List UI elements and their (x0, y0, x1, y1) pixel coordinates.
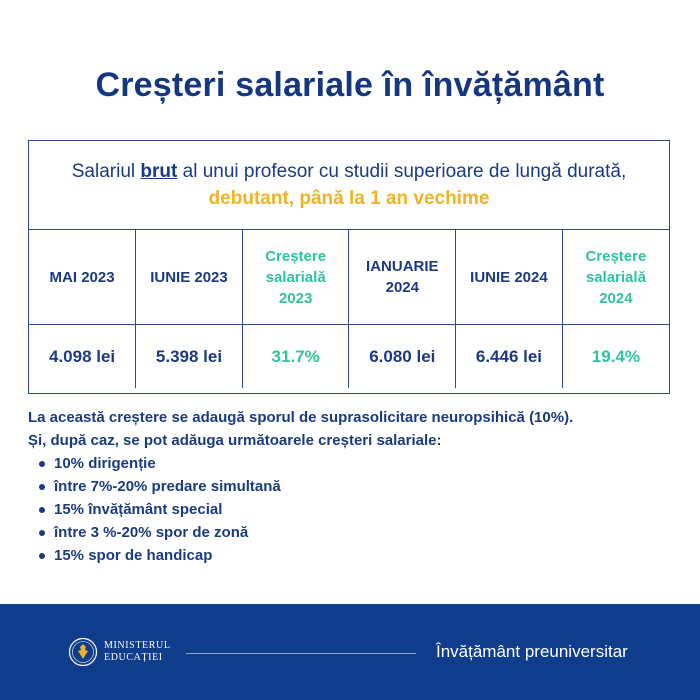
notes-section: La această creștere se adaugă sporul de … (28, 406, 668, 567)
list-item: 10% dirigenție (39, 452, 668, 475)
table-value-cell: 19.4% (561, 324, 669, 388)
table-header-cell: IANUARIE 2024 (348, 230, 456, 325)
list-item: 15% învățământ special (39, 498, 668, 521)
heading-brut: brut (140, 161, 178, 182)
table-value-cell: 6.080 lei (348, 324, 456, 388)
ministry-line-1: MINISTERUL (104, 640, 171, 651)
table-header-cell: IUNIE 2024 (455, 230, 563, 325)
table-value-cell: 6.446 lei (455, 324, 563, 388)
footer-tagline: Învățământ preuniversitar (436, 642, 628, 661)
salary-card: Salariul brut al unui profesor cu studii… (28, 140, 670, 394)
notes-line-1-text: La această creștere se adaugă (28, 409, 249, 426)
table-value-cell: 5.398 lei (135, 324, 243, 388)
table-value-cell: 4.098 lei (48, 346, 116, 366)
table-header-cell: Creștere salarială 2023 (241, 230, 349, 325)
salary-table: MAI 2023 IUNIE 2023 Creștere salarială 2… (29, 230, 669, 388)
table-value-row: 4.098 lei 5.398 lei 31.7% 6.080 lei 6.44… (29, 324, 669, 388)
ministry-line-2: EDUCAȚIEI (104, 652, 163, 663)
list-item: între 3 %-20% spor de zonă (39, 521, 668, 544)
notes-line-1: La această creștere se adaugă sporul de … (28, 406, 668, 429)
notes-line-1-bold: sporul de suprasolicitare neuropsihică (… (248, 409, 574, 426)
ministry-crest-icon (68, 637, 98, 667)
heading-text-2: al unui profesor cu studii superioare de… (177, 161, 627, 182)
heading-highlight: debutant, până la 1 an vechime (208, 188, 490, 209)
page-title: Creșteri salariale în învățământ (95, 66, 605, 104)
footer-bar: MINISTERUL EDUCAȚIEI Învățământ preunive… (0, 604, 700, 700)
table-header-cell: Creștere salarială 2024 (561, 230, 669, 325)
heading-text-1: Salariul (71, 161, 141, 182)
table-header-cell: IUNIE 2023 (135, 230, 243, 325)
footer-divider (186, 653, 416, 654)
notes-line-2: Și, după caz, se pot adăuga următoarele … (28, 432, 442, 449)
list-item: între 7%-20% predare simultană (39, 475, 668, 498)
table-header-cell: MAI 2023 (29, 230, 136, 325)
card-heading: Salariul brut al unui profesor cu studii… (29, 141, 669, 230)
list-item: 15% spor de handicap (39, 544, 668, 567)
table-header-row: MAI 2023 IUNIE 2023 Creștere salarială 2… (29, 230, 669, 325)
ministry-logo-text: MINISTERUL EDUCAȚIEI (104, 640, 171, 664)
table-value-cell: 31.7% (241, 324, 349, 388)
bullet-list: 10% dirigenție între 7%-20% predare simu… (28, 452, 668, 567)
